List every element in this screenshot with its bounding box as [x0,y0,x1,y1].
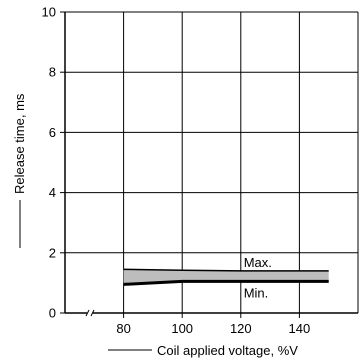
axes [60,11,358,318]
y-axis-title-group: Release time, ms [12,93,27,248]
y-tick-label: 2 [49,245,56,260]
axis-break-mark [90,309,95,317]
y-tick-label: 6 [49,125,56,140]
x-tick-label: 120 [230,321,252,336]
axis-titles: Release time, ms Coil applied voltage, %… [12,93,298,358]
x-tick-label: 80 [116,321,130,336]
max-line [123,268,329,272]
max-label: Max. [244,255,272,270]
y-tick-label: 10 [42,5,56,20]
y-tick-label: 0 [49,306,56,321]
min-label: Min. [244,285,269,300]
series-labels: Max. Min. [244,255,272,301]
tick-labels: 0 2 4 6 8 10 80 100 120 140 [42,5,311,337]
y-tick-label: 8 [49,65,56,80]
axis-break-gap [87,310,93,316]
x-axis-title: Coil applied voltage, %V [157,343,298,358]
min-max-band [123,268,329,286]
grid [65,11,359,313]
x-tick-label: 140 [289,321,311,336]
x-axis-title-group: Coil applied voltage, %V [108,343,298,358]
min-line [123,279,329,286]
y-axis-title: Release time, ms [12,93,27,194]
axis-break-mark [85,309,90,317]
x-tick-label: 100 [171,321,193,336]
y-tick-label: 4 [49,185,56,200]
